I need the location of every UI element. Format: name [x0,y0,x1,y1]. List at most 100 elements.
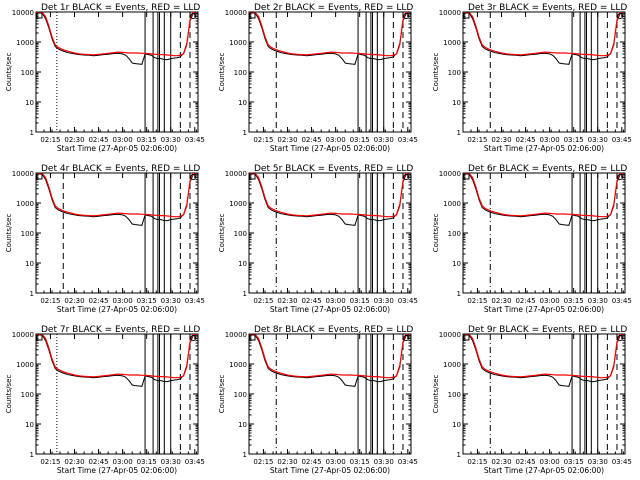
x-tick-label: 02:30 [277,136,297,144]
y-tick-label: 10000 [439,331,461,339]
panel-2: Det 2r BLACK = Events, RED = LLD 1 10 100 10… [218,3,418,153]
y-tick-label: 100 [448,391,461,399]
y-tick-label: 10000 [12,9,34,17]
y-tick-label: 1 [243,451,247,459]
y-tick-label: 100 [234,69,247,77]
gap-box [590,12,599,132]
y-tick-label: 10 [25,421,34,429]
plot-frame [248,172,412,294]
plot-frame [35,172,199,294]
gap-box [144,173,154,293]
x-tick-label: 02:15 [253,136,273,144]
x-tick-label: 02:45 [88,458,108,466]
x-tick-label: 03:30 [588,136,608,144]
x-tick-label: 03:00 [326,136,346,144]
gap-box [157,173,161,293]
x-tick-label: 02:15 [467,458,487,466]
y-tick-label: 1 [30,129,34,137]
x-tick-label: 02:30 [64,297,84,305]
corner-marker [463,12,470,19]
x-tick-label: 02:15 [40,458,60,466]
panel-title: Det 6r BLACK = Events, RED = LLD [468,164,627,174]
corner-marker [36,334,43,341]
panel-3: Det 3r BLACK = Events, RED = LLD 1 10 100 10… [432,3,632,153]
gap-box [584,334,588,454]
events-series-line [249,173,410,226]
y-tick-label: 100 [21,69,34,77]
gap-box [571,173,581,293]
y-tick-label: 10 [238,260,247,268]
gap-box [357,173,367,293]
y-tick-label: 1000 [16,39,34,47]
x-tick-label: 02:30 [277,297,297,305]
y-tick-label: 10000 [439,170,461,178]
x-tick-label: 03:00 [540,297,560,305]
events-series-line [36,173,197,226]
corner-marker [36,12,43,19]
plot-frame [35,333,199,455]
y-tick-label: 1 [243,129,247,137]
events-series-line [36,334,197,387]
y-axis-label: Counts/sec [5,214,13,253]
plot-area [463,173,624,293]
x-tick-label: 02:45 [88,136,108,144]
y-tick-label: 10 [452,260,461,268]
corner-marker [463,173,470,180]
y-tick-label: 10 [452,99,461,107]
x-tick-label: 03:30 [161,458,181,466]
plot-frame [35,11,199,133]
y-axis-label: Counts/sec [218,53,226,92]
x-axis-label: Start Time (27-Apr-05 02:06:00) [484,144,604,153]
y-tick-label: 1000 [229,361,247,369]
y-axis-label: Counts/sec [432,375,440,414]
corner-marker [249,334,256,341]
lld-series-line [36,12,197,57]
corner-marker [463,334,470,341]
y-tick-label: 1 [30,451,34,459]
panel-title: Det 9r BLACK = Events, RED = LLD [468,325,627,335]
gap-box [163,173,172,293]
x-tick-label: 02:15 [467,297,487,305]
x-tick-label: 03:45 [398,458,418,466]
panel-title: Det 2r BLACK = Events, RED = LLD [254,3,413,13]
x-tick-label: 02:45 [88,297,108,305]
panel-5: Det 5r BLACK = Events, RED = LLD 1 10 100 10… [218,164,418,314]
gap-box [163,12,172,132]
x-tick-label: 02:15 [40,297,60,305]
x-tick-label: 03:45 [398,297,418,305]
y-tick-label: 1000 [229,200,247,208]
y-tick-label: 100 [21,230,34,238]
x-axis-label: Start Time (27-Apr-05 02:06:00) [57,305,177,314]
lld-series-line [249,173,410,218]
plot-frame [248,11,412,133]
y-tick-label: 1 [243,290,247,298]
y-tick-label: 10000 [439,9,461,17]
gap-box [157,334,161,454]
x-tick-label: 03:45 [185,297,205,305]
plot-frame [462,11,626,133]
y-tick-label: 10 [238,421,247,429]
corner-marker [249,12,256,19]
x-axis-label: Start Time (27-Apr-05 02:06:00) [484,466,604,475]
y-tick-label: 10 [25,260,34,268]
corner-marker [36,173,43,180]
x-tick-label: 03:15 [564,297,584,305]
x-tick-label: 02:30 [64,136,84,144]
x-tick-label: 03:45 [612,458,632,466]
x-tick-label: 03:00 [113,297,133,305]
plot-area [249,12,410,132]
gap-box [357,12,367,132]
peak-marker [617,13,624,19]
x-tick-label: 03:30 [588,297,608,305]
gap-box [157,12,161,132]
gap-box [370,334,374,454]
y-tick-label: 1 [30,290,34,298]
y-axis-label: Counts/sec [218,375,226,414]
panel-title: Det 3r BLACK = Events, RED = LLD [468,3,627,13]
events-series-line [36,12,197,65]
panel-title: Det 8r BLACK = Events, RED = LLD [254,325,413,335]
y-tick-label: 10000 [12,170,34,178]
panel-title: Det 5r BLACK = Events, RED = LLD [254,164,413,174]
y-axis-label: Counts/sec [432,214,440,253]
